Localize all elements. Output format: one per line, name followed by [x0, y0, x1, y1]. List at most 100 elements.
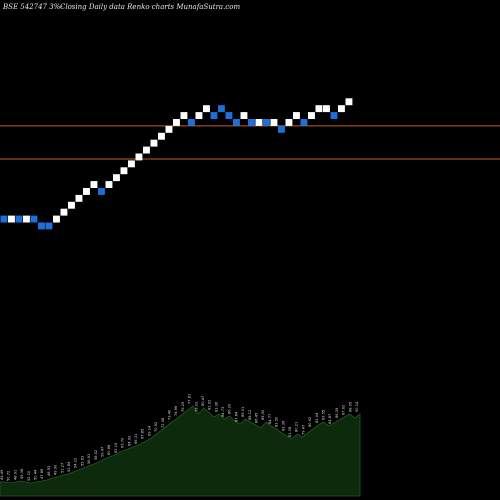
- volume-label: 54.10: [74, 457, 78, 468]
- renko-brick: [323, 105, 330, 113]
- renko-brick: [60, 208, 68, 216]
- renko-brick: [15, 215, 23, 223]
- renko-brick: [203, 105, 210, 113]
- volume-label: 89.01: [241, 407, 245, 417]
- volume-label: 81.92: [208, 400, 212, 410]
- renko-brick: [120, 167, 128, 175]
- renko-brick: [98, 188, 105, 195]
- volume-label: 72.08: [161, 417, 165, 428]
- renko-brick: [8, 215, 15, 223]
- volume-label: 48.91: [13, 470, 17, 480]
- volume-label: 66.31: [134, 434, 138, 444]
- renko-brick: [90, 181, 98, 188]
- renko-brick: [105, 181, 113, 188]
- renko-brick: [293, 112, 300, 119]
- volume-label: 67.85: [141, 429, 145, 439]
- renko-brick: [210, 112, 218, 119]
- renko-brick: [150, 139, 158, 147]
- chart-header-symbol: BSE 542747 3%-: [2, 3, 63, 11]
- volume-label: 84.77: [268, 414, 272, 424]
- renko-brick: [180, 112, 188, 119]
- renko-brick: [0, 215, 8, 223]
- renko-brick: [240, 112, 248, 119]
- renko-brick: [270, 119, 278, 126]
- renko-brick: [173, 119, 180, 126]
- renko-brick: [113, 174, 120, 182]
- volume-label: 87.62: [342, 405, 346, 415]
- volume-label: 48.53: [47, 466, 51, 476]
- volume-area-path: [0, 405, 361, 497]
- volume-label: 58.02: [94, 450, 98, 460]
- renko-brick: [315, 105, 323, 113]
- volume-label: 49.38: [20, 468, 24, 479]
- volume-label: 76.25: [181, 402, 185, 412]
- volume-labels: 49.45 50.72 48.91 49.38 52.10 50.44 47.86 48.53…: [0, 394, 359, 481]
- volume-label: 62.15: [114, 443, 118, 453]
- renko-brick: [218, 105, 225, 113]
- volume-label: 70.52: [154, 422, 158, 432]
- volume-label: 81.08: [288, 426, 292, 437]
- volume-label: 80.92: [308, 417, 312, 427]
- volume-label: 50.72: [7, 471, 11, 481]
- volume-label: 83.55: [322, 410, 326, 420]
- renko-brick: [83, 188, 90, 195]
- renko-brick: [233, 119, 240, 126]
- volume-label: 85.90: [261, 409, 265, 420]
- volume-label: 55.63: [80, 456, 84, 466]
- renko-brick: [338, 105, 345, 113]
- volume-label: 69.14: [147, 425, 151, 436]
- volume-label: 63.70: [121, 437, 125, 448]
- volume-label: 87.64: [234, 411, 238, 422]
- renko-brick: [135, 153, 143, 161]
- volume-label: 60.88: [107, 444, 111, 455]
- volume-label: 90.14: [355, 401, 359, 412]
- renko-brick: [68, 201, 75, 209]
- renko-brick: [255, 119, 263, 126]
- volume-label: 82.04: [315, 412, 319, 423]
- volume-label: 84.73: [221, 407, 225, 417]
- chart-header-title: Closing Daily data Renko charts MunafaSu…: [60, 3, 240, 11]
- volume-label: 88.12: [248, 410, 252, 420]
- renko-brick: [165, 125, 173, 133]
- volume-label: 86.45: [255, 413, 259, 423]
- volume-label: 49.45: [0, 470, 4, 480]
- volume-label: 83.50: [275, 416, 279, 427]
- renko-brick: [53, 215, 60, 223]
- volume-label: 80.47: [201, 396, 205, 406]
- renko-brick: [330, 112, 338, 119]
- volume-label: 82.36: [281, 420, 285, 431]
- volume-label: 80.21: [295, 422, 299, 432]
- renko-brick: [143, 146, 150, 154]
- volume-label: 79.47: [301, 425, 305, 435]
- volume-label: 77.81: [188, 394, 192, 404]
- renko-brick: [300, 119, 308, 126]
- volume-area: [0, 405, 361, 497]
- volume-label: 50.44: [33, 469, 37, 480]
- renko-bricks: [0, 98, 353, 230]
- renko-brick: [30, 215, 38, 223]
- volume-label: 59.47: [100, 447, 104, 457]
- renko-brick: [38, 222, 45, 230]
- volume-label: 79.03: [194, 402, 198, 412]
- renko-brick: [158, 132, 165, 140]
- volume-label: 74.96: [174, 405, 178, 416]
- volume-label: 56.91: [87, 454, 91, 464]
- volume-label: 52.10: [27, 470, 31, 481]
- renko-brick: [23, 215, 30, 223]
- renko-brick: [128, 160, 135, 168]
- volume-label: 84.87: [328, 414, 332, 424]
- renko-brick: [225, 112, 233, 119]
- volume-label: 73.40: [167, 409, 171, 420]
- volume-label: 83.36: [214, 401, 218, 412]
- volume-label: 49.90: [54, 464, 58, 475]
- volume-label: 86.20: [228, 403, 232, 414]
- renko-brick: [75, 194, 83, 202]
- renko-brick: [263, 119, 270, 126]
- volume-label: 47.86: [40, 468, 44, 479]
- volume-label: 51.27: [60, 463, 64, 473]
- volume-label: 52.84: [67, 461, 71, 472]
- renko-brick: [188, 119, 195, 126]
- renko-brick: [45, 222, 53, 230]
